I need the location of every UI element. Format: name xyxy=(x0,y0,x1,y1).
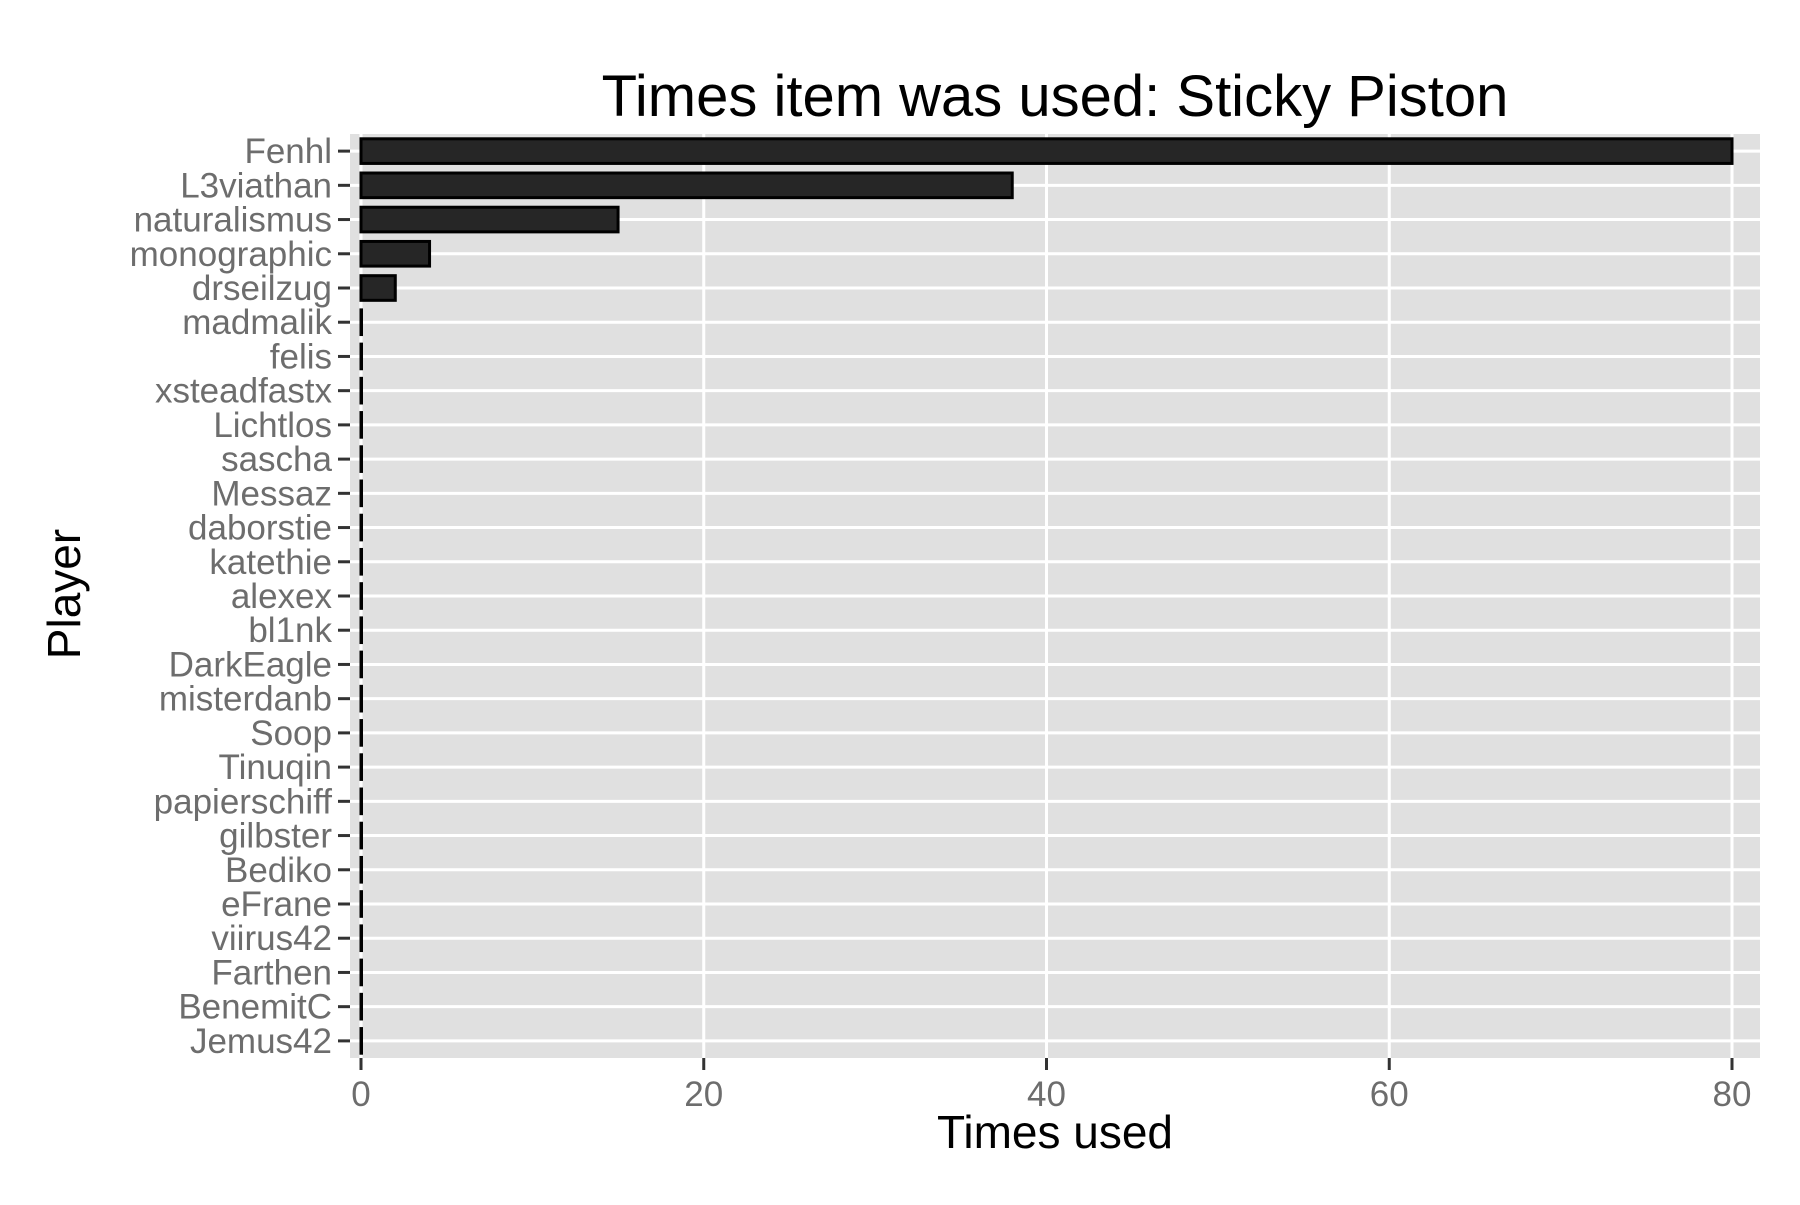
y-tick-label: eFrane xyxy=(221,885,332,924)
bar-madmalik xyxy=(359,308,363,337)
bar-jemus42 xyxy=(359,1027,363,1055)
x-tick-label: 60 xyxy=(1370,1075,1409,1114)
y-tick-label: papierschiff xyxy=(154,782,333,821)
y-tick-label: alexex xyxy=(231,577,333,616)
bars xyxy=(359,137,1734,1055)
y-tick-label: bl1nk xyxy=(248,611,332,650)
axes: FenhlL3viathannaturalismusmonographicdrs… xyxy=(130,132,1752,1114)
x-tick-label: 20 xyxy=(684,1075,723,1114)
bar-efrane xyxy=(359,890,363,918)
y-tick-label: Fenhl xyxy=(244,132,332,171)
y-tick-label: drseilzug xyxy=(192,269,332,308)
bar-farthen xyxy=(359,958,363,987)
bar-l3viathan xyxy=(359,171,1014,200)
y-tick-label: Farthen xyxy=(211,953,332,992)
y-tick-label: Bediko xyxy=(225,851,332,890)
bar-katethie xyxy=(359,547,363,576)
bar-misterdanb xyxy=(359,684,363,713)
bar-bl1nk xyxy=(359,616,363,645)
bar-lichtlos xyxy=(359,411,363,439)
bar-felis xyxy=(359,342,363,371)
y-tick-label: misterdanb xyxy=(159,680,332,719)
y-tick-label: monographic xyxy=(130,235,332,274)
y-tick-label: xsteadfastx xyxy=(155,372,333,411)
chart-title: Times item was used: Sticky Piston xyxy=(602,64,1509,129)
bar-sascha xyxy=(359,445,363,473)
bar-bediko xyxy=(359,855,363,884)
y-tick-label: felis xyxy=(270,337,332,376)
x-tick-label: 80 xyxy=(1713,1075,1752,1114)
y-tick-label: BenemitC xyxy=(178,988,332,1027)
y-tick-label: Soop xyxy=(250,714,332,753)
y-tick-label: viirus42 xyxy=(211,919,332,958)
y-tick-label: sascha xyxy=(221,440,332,479)
bar-gilbster xyxy=(359,821,363,850)
y-tick-label: daborstie xyxy=(188,509,332,548)
bar-papierschiff xyxy=(359,787,363,816)
bar-benemitc xyxy=(359,992,363,1021)
bar-alexex xyxy=(359,582,363,610)
bar-soop xyxy=(359,719,363,747)
bar-naturalismus xyxy=(359,205,620,234)
y-tick-label: madmalik xyxy=(182,303,332,342)
bar-messaz xyxy=(359,479,363,508)
y-tick-label: Tinuqin xyxy=(219,748,333,787)
y-tick-label: DarkEagle xyxy=(169,645,332,684)
x-tick-label: 0 xyxy=(351,1075,370,1114)
x-tick-label: 40 xyxy=(1027,1075,1066,1114)
bar-drseilzug xyxy=(359,274,397,302)
y-tick-label: naturalismus xyxy=(134,201,332,240)
bar-viirus42 xyxy=(359,924,363,953)
x-axis-title: Times used xyxy=(937,1106,1173,1158)
bar-tinuqin xyxy=(359,753,363,781)
y-tick-label: Lichtlos xyxy=(213,406,332,445)
y-tick-label: Messaz xyxy=(211,474,332,513)
bar-fenhl xyxy=(359,137,1734,165)
bar-xsteadfastx xyxy=(359,376,363,405)
y-tick-label: L3viathan xyxy=(180,166,332,205)
y-axis-title: Player xyxy=(38,529,90,659)
y-tick-label: katethie xyxy=(209,543,332,582)
bar-darkeagle xyxy=(359,650,363,679)
grid-lines xyxy=(350,134,1760,1058)
bar-monographic xyxy=(359,239,432,268)
bar-daborstie xyxy=(359,513,363,542)
y-tick-label: Jemus42 xyxy=(190,1022,332,1061)
y-tick-label: gilbster xyxy=(219,817,332,856)
